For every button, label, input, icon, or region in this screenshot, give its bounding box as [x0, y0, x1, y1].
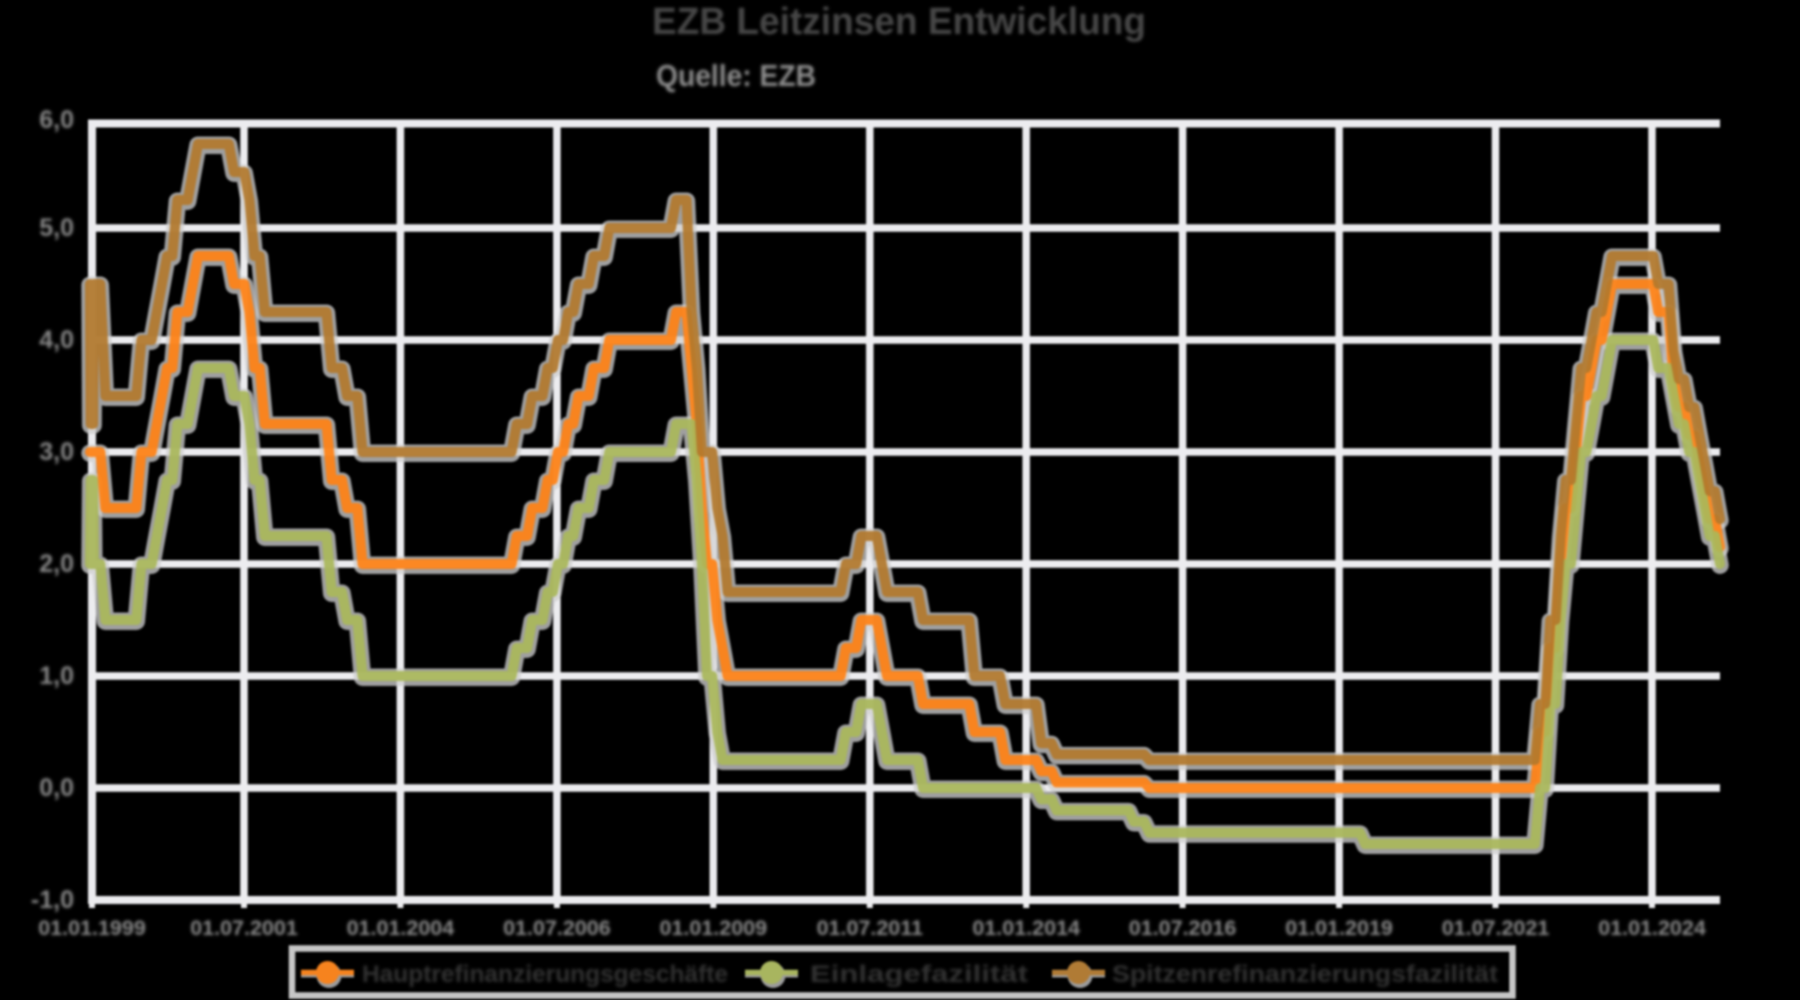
svg-text:4,0: 4,0: [39, 326, 74, 354]
svg-text:Spitzenrefinanzierungsfazilitä: Spitzenrefinanzierungsfazilität: [1112, 961, 1498, 988]
svg-text:01.01.2024: 01.01.2024: [1598, 916, 1706, 940]
svg-text:01.01.2009: 01.01.2009: [659, 916, 767, 940]
svg-text:0,0: 0,0: [39, 774, 74, 802]
svg-text:5,0: 5,0: [39, 214, 74, 242]
svg-text:3,0: 3,0: [39, 438, 74, 466]
svg-text:01.07.2006: 01.07.2006: [503, 916, 611, 940]
svg-text:-1,0: -1,0: [31, 886, 74, 914]
svg-text:01.07.2021: 01.07.2021: [1442, 916, 1550, 940]
svg-text:2,0: 2,0: [39, 550, 74, 578]
svg-text:01.07.2011: 01.07.2011: [817, 916, 923, 940]
svg-text:01.01.2019: 01.01.2019: [1285, 916, 1393, 940]
svg-text:01.07.2016: 01.07.2016: [1129, 916, 1237, 940]
svg-text:01.01.2004: 01.01.2004: [347, 916, 455, 940]
svg-text:EZB Leitzinsen Entwicklung: EZB Leitzinsen Entwicklung: [652, 1, 1146, 43]
svg-text:01.01.2014: 01.01.2014: [972, 916, 1080, 940]
svg-text:Quelle: EZB: Quelle: EZB: [656, 58, 816, 93]
svg-text:Hauptrefinanzierungsgeschäfte: Hauptrefinanzierungsgeschäfte: [362, 961, 728, 988]
svg-text:Einlagefazilität: Einlagefazilität: [810, 961, 1028, 988]
svg-text:01.01.1999: 01.01.1999: [38, 916, 146, 940]
svg-text:01.07.2001: 01.07.2001: [190, 916, 298, 940]
svg-text:6,0: 6,0: [39, 106, 74, 134]
svg-text:1,0: 1,0: [39, 662, 74, 690]
